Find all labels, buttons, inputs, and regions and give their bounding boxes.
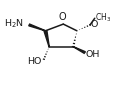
Text: CH$_3$: CH$_3$ — [94, 11, 110, 24]
Polygon shape — [44, 31, 49, 47]
Text: H$_2$N: H$_2$N — [4, 17, 23, 30]
Text: O: O — [58, 12, 66, 22]
Text: O: O — [90, 20, 97, 29]
Text: HO: HO — [27, 57, 41, 66]
Text: OH: OH — [85, 50, 99, 59]
Polygon shape — [73, 47, 85, 53]
Polygon shape — [28, 24, 45, 31]
